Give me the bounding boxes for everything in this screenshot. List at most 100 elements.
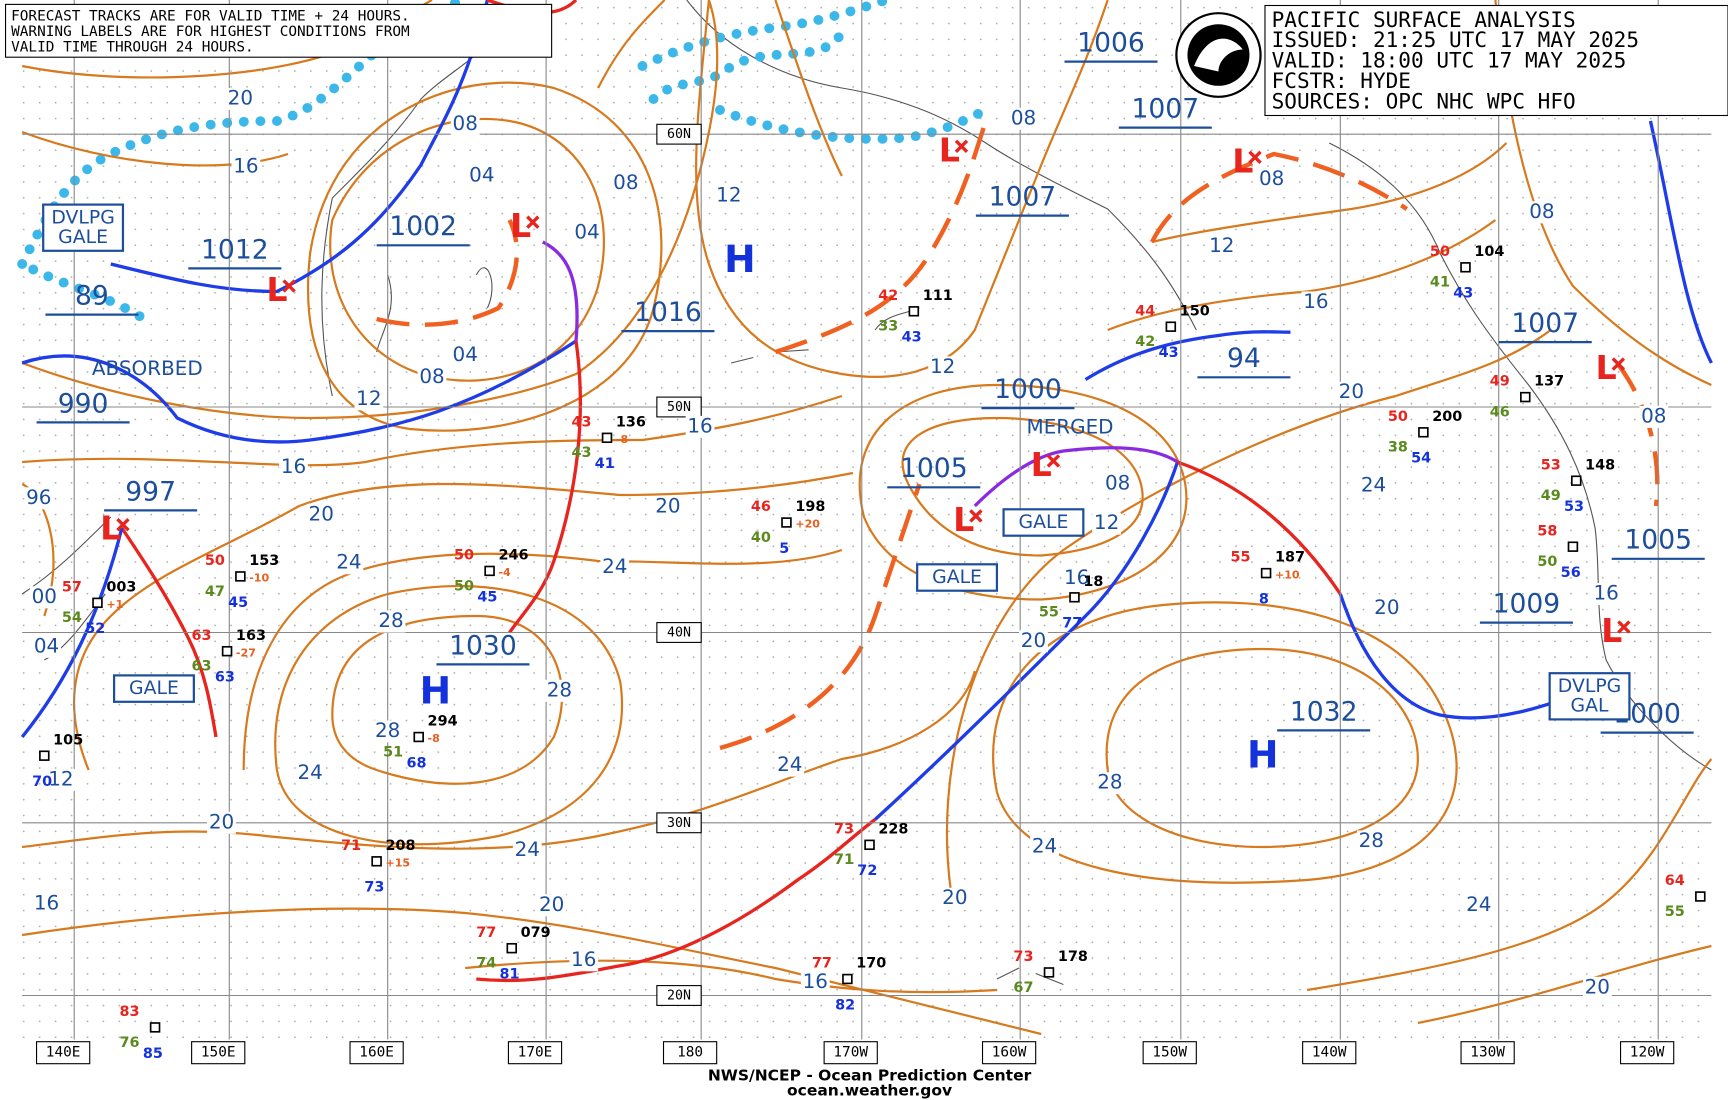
isobar-label: 08: [1641, 404, 1666, 427]
ship-temp: 63: [192, 628, 212, 644]
warning-label: GALE: [1019, 512, 1069, 533]
ship-pressure: 111: [923, 288, 953, 304]
ship-pressure: 198: [795, 499, 825, 515]
isobar-label: 24: [1032, 835, 1057, 858]
grid: [22, 0, 1712, 1040]
isobar-label-bg: [1062, 567, 1092, 590]
latitude-label: 50N: [667, 400, 691, 415]
ship-temp: 43: [571, 414, 591, 430]
header-line: FCSTR: HYDE: [1272, 69, 1411, 93]
latitude-label-box: [656, 396, 702, 418]
notice-box: [4, 3, 553, 58]
ship-wave: 45: [477, 589, 497, 605]
ship-dew: 38: [1388, 440, 1408, 456]
isobar-label: 20: [1374, 596, 1399, 619]
isobar-label-bg: [1207, 235, 1237, 258]
isobar-label: 12: [356, 387, 381, 410]
longitude-label: 140E: [46, 1045, 81, 1061]
ship-tendency: +1: [106, 598, 123, 611]
ship-station: [781, 517, 792, 528]
ship-pressure: 148: [1585, 457, 1615, 473]
ship-dew: 50: [454, 578, 474, 594]
ship-pressure: 200: [1432, 409, 1462, 425]
isobar-label-bg: [1009, 107, 1038, 130]
header-line: VALID: 18:00 UTC 17 MAY 2025: [1272, 49, 1627, 73]
isobar-label-bg: [653, 496, 683, 519]
isobar-label: 16: [571, 948, 596, 971]
isobar-label: 24: [297, 761, 322, 784]
isobar-label: 24: [1466, 893, 1491, 916]
isobar-label: 08: [1529, 200, 1554, 223]
ship-temp: 50: [1430, 244, 1450, 260]
low-center: L: [1601, 611, 1622, 650]
pressure-label: 1006: [1077, 28, 1145, 59]
ship-wave: 5: [779, 541, 789, 557]
latitude-label: 60N: [667, 127, 691, 142]
low-center: L: [939, 130, 960, 169]
ship-dew: 71: [834, 852, 854, 868]
isobar-label: 08: [453, 112, 478, 135]
ship-tendency: -4: [498, 566, 511, 579]
longitude-label: 180: [677, 1045, 703, 1061]
notice-line: FORECAST TRACKS ARE FOR VALID TIME + 24 …: [11, 9, 410, 25]
ship-station: [484, 565, 495, 577]
ship-tendency: +15: [385, 857, 410, 870]
header-box: [1264, 4, 1728, 117]
ship-wave: 52: [85, 621, 105, 637]
ship-wave: 53: [1564, 499, 1584, 515]
ship-pressure: 170: [856, 956, 886, 972]
ship-pressure: 105: [53, 732, 83, 748]
warning-box: [1002, 508, 1085, 537]
isobar-label: 20: [539, 893, 564, 916]
isobar-label-bg: [1092, 512, 1121, 535]
ship-station: [1165, 321, 1177, 332]
footer-line: ocean.weather.gov: [787, 1082, 952, 1100]
warning-label: GALE: [129, 678, 179, 699]
ship-temp: 50: [454, 548, 474, 564]
isobar-label: 20: [1585, 975, 1610, 998]
ship-station: [371, 856, 382, 867]
low-center: L: [266, 270, 287, 309]
isobar-label-bg: [544, 679, 574, 702]
low-center: L: [953, 500, 974, 539]
isobar-label: 24: [336, 551, 361, 574]
longitude-label-box: [1460, 1041, 1515, 1065]
isobar-label: 20: [1339, 380, 1364, 403]
isobar-label: 00: [32, 585, 57, 608]
ship-pressure: 187: [1275, 550, 1305, 566]
pressure-label: 1005: [1624, 525, 1692, 556]
longitude-label: 120W: [1630, 1045, 1665, 1061]
isobar-label: 16: [1064, 566, 1089, 589]
ship-station: [221, 645, 233, 657]
isobar-label-bg: [450, 113, 480, 136]
ship-dew: 76: [120, 1035, 140, 1051]
pressure-label: 990: [58, 388, 109, 419]
high-center: H: [1247, 732, 1279, 776]
note-label: ABSORBED: [92, 357, 203, 380]
isobar-label-bg: [354, 388, 384, 411]
pressure-label: 1009: [1493, 589, 1561, 620]
map-background: [22, 0, 1712, 1040]
isobar-label: 28: [1097, 771, 1122, 794]
ship-temp: 55: [1231, 550, 1251, 566]
warning-label: GALE: [58, 227, 108, 248]
isobar-label-bg: [611, 172, 641, 195]
isobar-label: 08: [1259, 167, 1284, 190]
ship-tendency: -27: [236, 646, 256, 659]
pressure-label: 1007: [1131, 94, 1199, 125]
isobar-label: 12: [716, 183, 741, 206]
isobar-label: 16: [687, 414, 712, 437]
ship-wave: 43: [1159, 345, 1179, 361]
longitude-label-box: [1142, 1041, 1197, 1065]
isobar-label-bg: [1356, 830, 1386, 853]
ship-dew: 63: [192, 659, 212, 675]
pressure-label: 1030: [449, 630, 517, 661]
ship-dew: 42: [1135, 334, 1155, 350]
isobar-label: 08: [613, 171, 638, 194]
isobar-label-bg: [714, 184, 744, 207]
ship-station: [908, 306, 920, 317]
ship-station: [601, 432, 613, 444]
isobar-label-bg: [450, 344, 480, 367]
isobar-label-bg: [940, 887, 970, 910]
ship-dew: 41: [1430, 275, 1450, 291]
